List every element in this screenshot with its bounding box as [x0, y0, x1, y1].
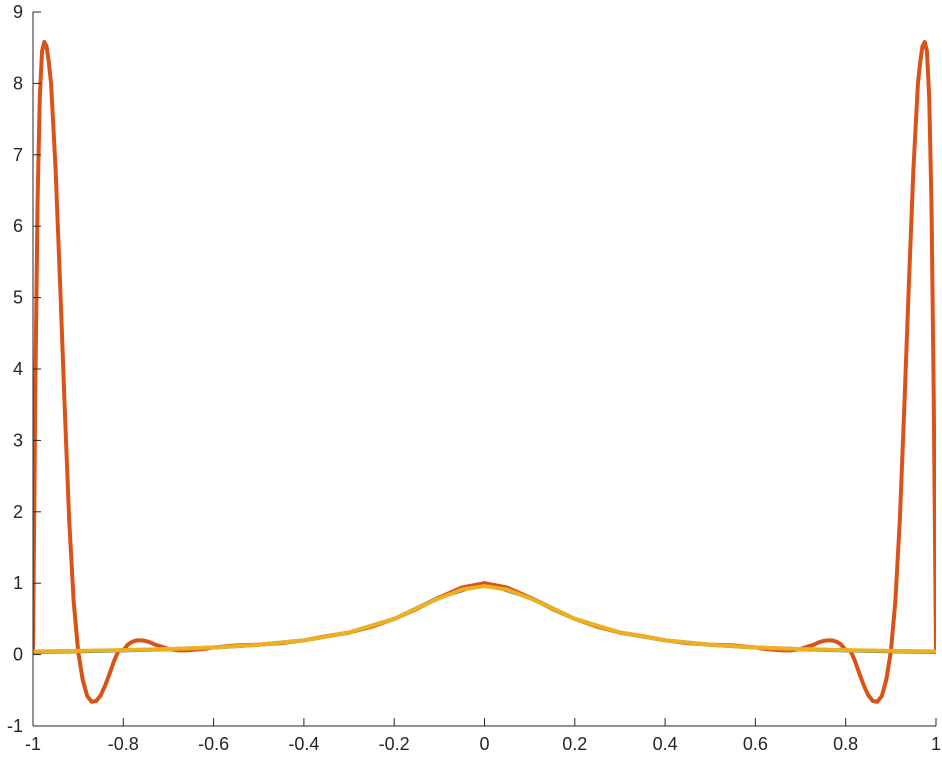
- x-tick-label: 0: [479, 734, 489, 754]
- y-tick-label: 8: [13, 73, 23, 93]
- y-tick-label: 2: [13, 502, 23, 522]
- y-tick-label: 9: [13, 2, 23, 22]
- x-tick-label: -0.8: [108, 734, 139, 754]
- x-tick-label: -0.6: [198, 734, 229, 754]
- series-group: [33, 39, 936, 704]
- y-tick-label: -1: [7, 716, 23, 736]
- x-tick-label: 1: [931, 734, 941, 754]
- y-tick-label: 1: [13, 573, 23, 593]
- y-tick-label: 0: [13, 645, 23, 665]
- x-tick-label: -1: [25, 734, 41, 754]
- series-line-chebyshev-interpolant: [33, 584, 936, 654]
- x-tick-label: 0.6: [743, 734, 768, 754]
- series-line-equispaced-interpolant: [33, 39, 936, 704]
- series-line-exact: [33, 581, 936, 654]
- x-tick-label: -0.2: [379, 734, 410, 754]
- plot-area: [33, 39, 936, 704]
- x-tick-label: 0.4: [653, 734, 678, 754]
- axes: -1 -0.8 -0.6 -0.4 -0.2 0 0.2 0.4 0.6 0.8 1 -1 0 1 2 3 4 5…: [7, 2, 941, 754]
- y-tick-label: 4: [13, 359, 23, 379]
- x-tick-label: 0.2: [562, 734, 587, 754]
- x-tick-label: -0.4: [288, 734, 319, 754]
- y-tick-label: 6: [13, 216, 23, 236]
- y-tick-label: 5: [13, 288, 23, 308]
- y-tick-label: 7: [13, 145, 23, 165]
- y-tick-label: 3: [13, 430, 23, 450]
- x-tick-label: 0.8: [833, 734, 858, 754]
